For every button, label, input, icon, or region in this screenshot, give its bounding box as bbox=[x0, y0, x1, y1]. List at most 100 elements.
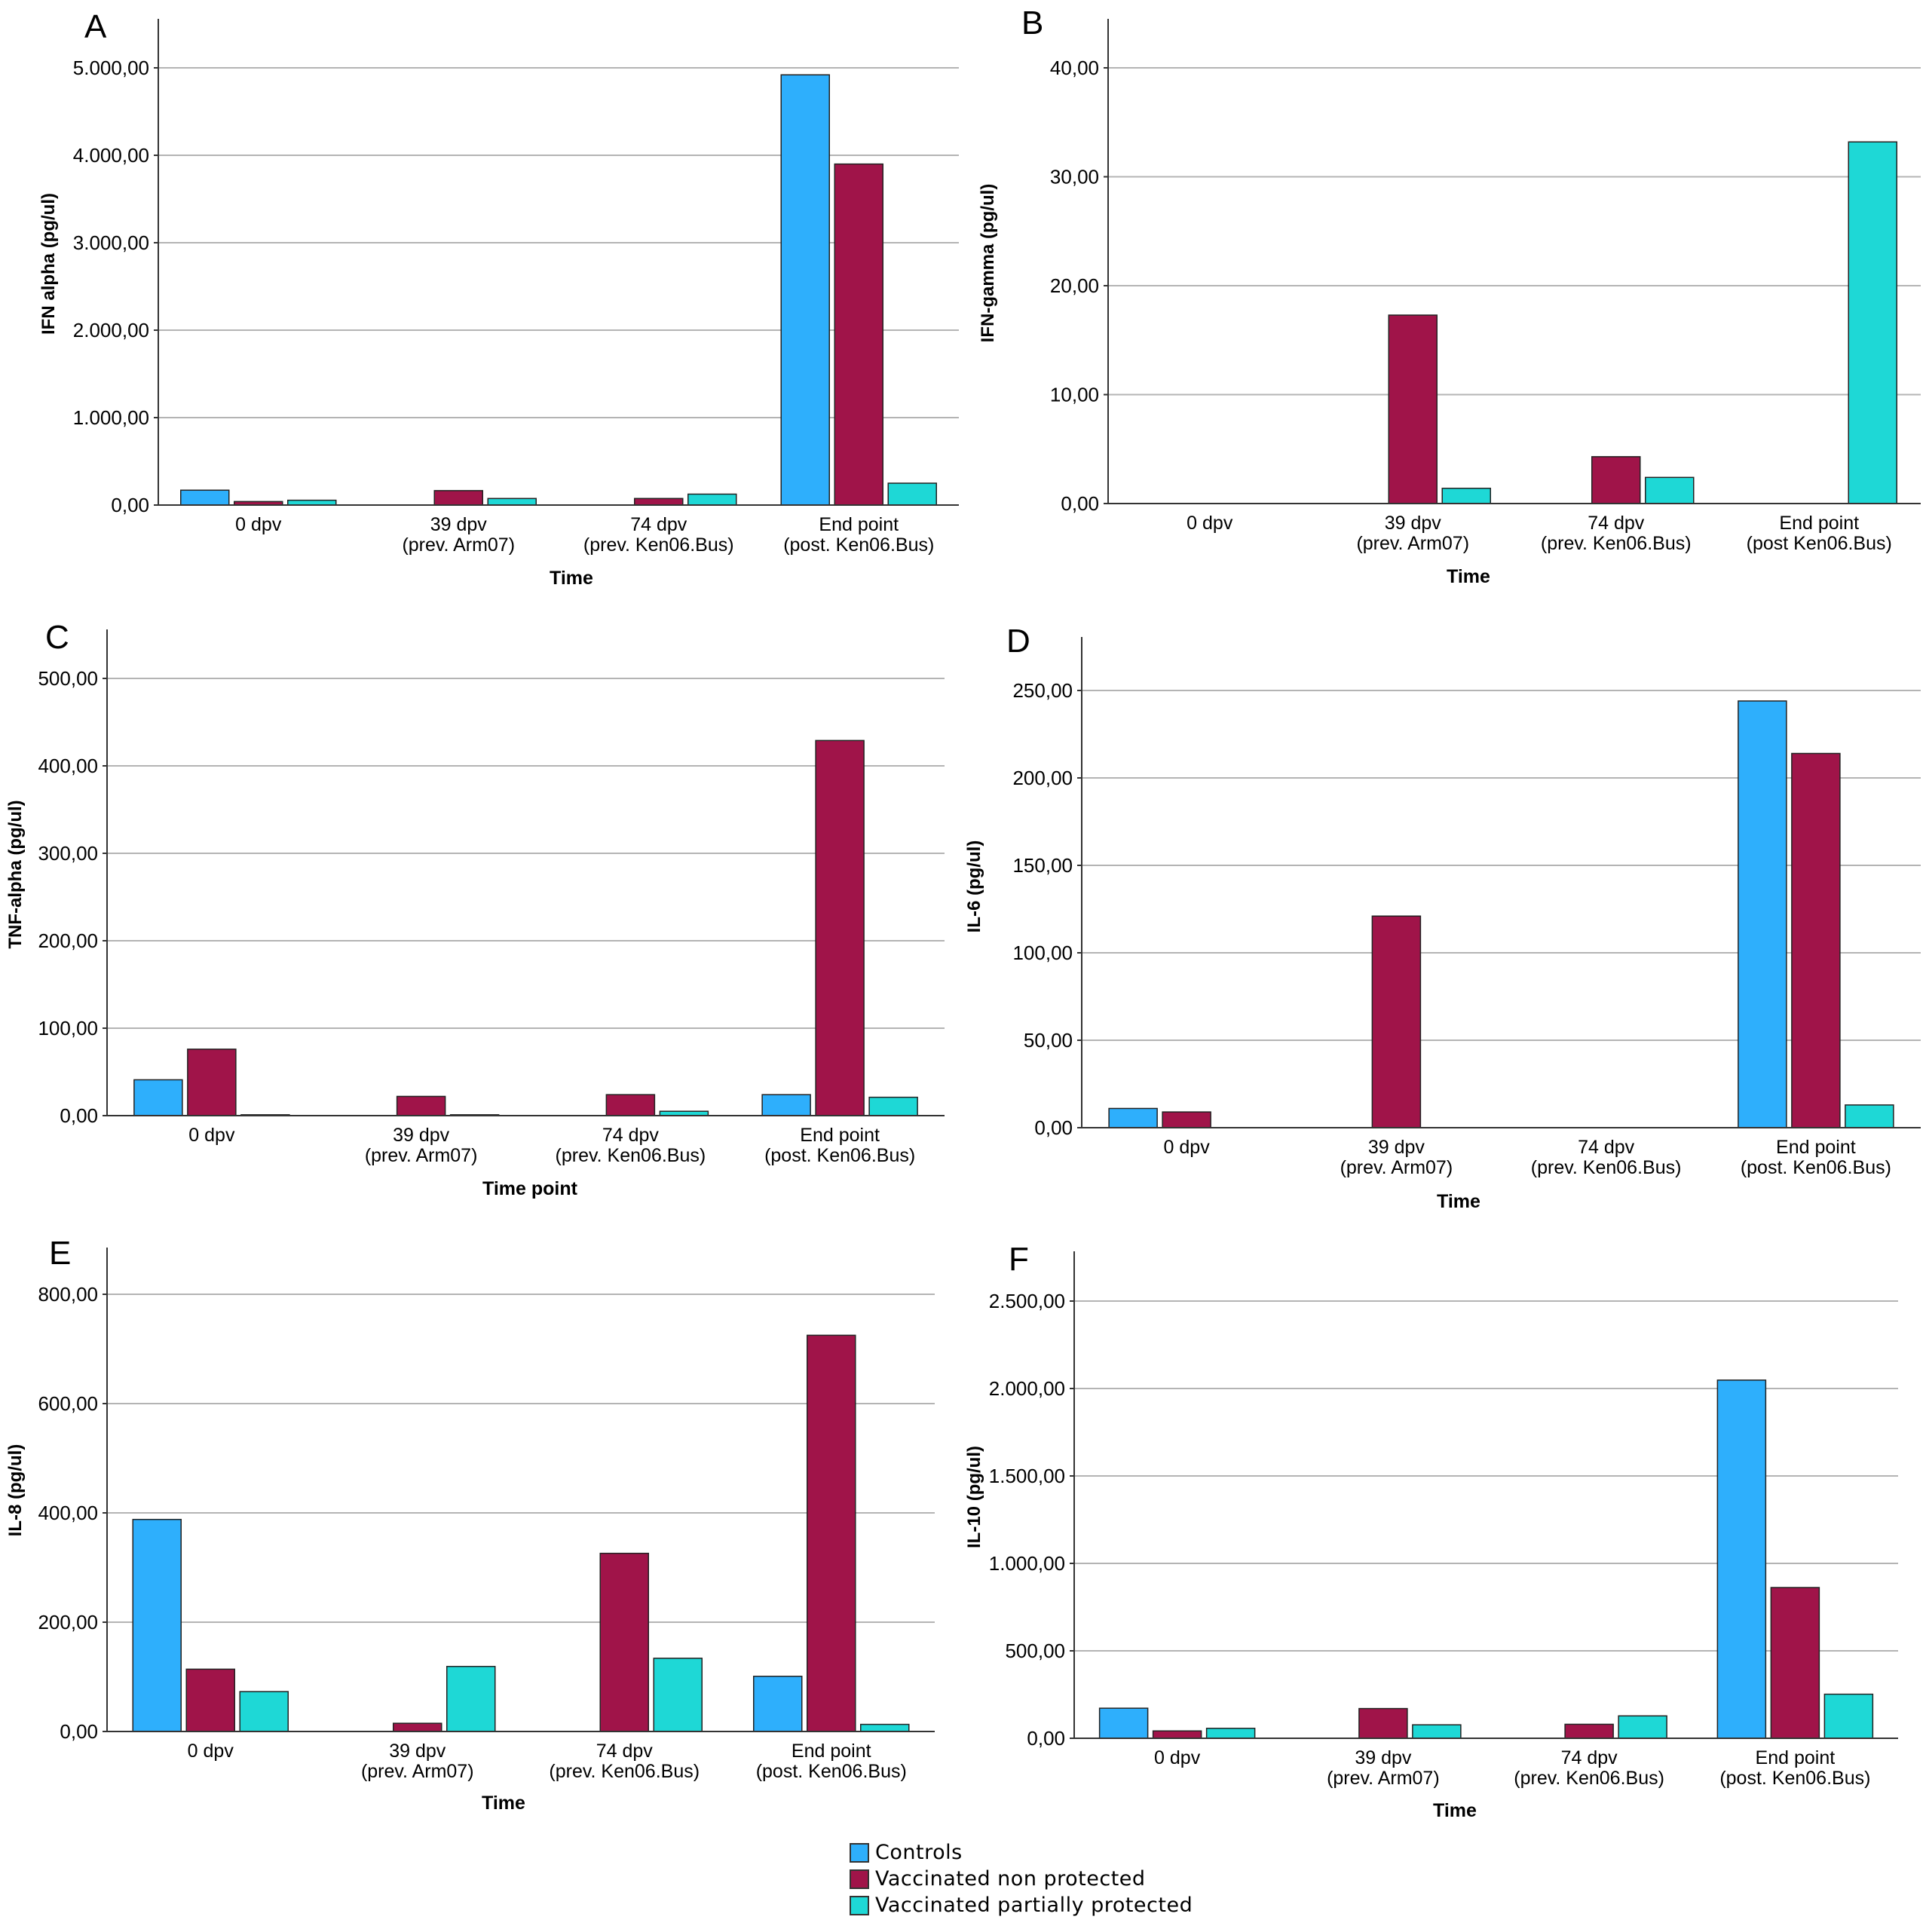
legend-item-partially-protected: Vaccinated partially protected bbox=[850, 1892, 1193, 1918]
x-tick-label: (prev. Arm07) bbox=[365, 1145, 478, 1166]
bar-partially-protected bbox=[487, 498, 537, 506]
x-axis-label: Time bbox=[1447, 566, 1490, 587]
y-tick-label: 500,00 bbox=[1005, 1640, 1065, 1662]
bar-partially-protected bbox=[1205, 1728, 1256, 1739]
y-tick-label: 800,00 bbox=[38, 1283, 98, 1306]
bar-non-protected bbox=[396, 1095, 446, 1116]
bar-partially-protected bbox=[1618, 1715, 1667, 1739]
x-tick-label: 0 dpv bbox=[1154, 1747, 1201, 1768]
y-tick-label: 100,00 bbox=[1012, 942, 1073, 964]
y-tick-label: 2.500,00 bbox=[989, 1290, 1065, 1312]
x-tick-label: End point bbox=[792, 1741, 871, 1762]
y-axis-label: IL-8 (pg/ul) bbox=[5, 1444, 26, 1537]
x-tick-label: (prev. Arm07) bbox=[1327, 1768, 1440, 1789]
chart-svg-a: A 0,00 1.000,00 2.000,00 3.000,00 4.000,00 5.0… bbox=[38, 8, 959, 589]
y-tick-label: 0,00 bbox=[1027, 1727, 1065, 1750]
y-tick-label: 2.000,00 bbox=[989, 1377, 1065, 1400]
chart-svg-d: D 0,00 50,00 100,00 150,00 200,00 250,00 IL-6 (… bbox=[964, 623, 1921, 1212]
panel-label-b: B bbox=[1021, 5, 1043, 41]
x-tick-label: End point bbox=[1776, 1137, 1856, 1158]
chart-panel-a: A 0,00 1.000,00 2.000,00 3.000,00 4.000,00 5.0… bbox=[0, 0, 965, 603]
bar-partially-protected bbox=[1645, 476, 1695, 504]
legend-item-controls: Controls bbox=[850, 1839, 1193, 1866]
legend-label-partially-protected: Vaccinated partially protected bbox=[875, 1894, 1193, 1917]
x-tick-label: End point bbox=[800, 1125, 880, 1146]
legend: Controls Vaccinated non protected Vaccin… bbox=[850, 1839, 1193, 1918]
bar-non-protected bbox=[1162, 1111, 1211, 1128]
y-tick-label: 250,00 bbox=[1012, 679, 1073, 702]
y-tick-label: 30,00 bbox=[1050, 166, 1099, 188]
y-tick-label: 1.000,00 bbox=[989, 1552, 1065, 1575]
bar-non-protected bbox=[1152, 1730, 1202, 1739]
bar-partially-protected bbox=[1412, 1724, 1462, 1739]
x-tick-label: (prev. Ken06.Bus) bbox=[556, 1145, 706, 1166]
chart-panel-c: C 0,00 100,00 200,00 300,00 400,00 500,00 TNF-a… bbox=[0, 611, 965, 1221]
x-tick-label: 39 dpv bbox=[1368, 1137, 1425, 1158]
y-tick-label: 0,00 bbox=[1034, 1116, 1073, 1139]
y-tick-label: 10,00 bbox=[1050, 384, 1099, 406]
bar-partially-protected bbox=[239, 1691, 289, 1732]
bar-non-protected bbox=[599, 1552, 649, 1732]
bar-non-protected bbox=[815, 739, 865, 1116]
chart-panel-d: D 0,00 50,00 100,00 150,00 200,00 250,00 IL-6 (… bbox=[964, 618, 1926, 1221]
bar-non-protected bbox=[1358, 1707, 1408, 1739]
bar-partially-protected bbox=[887, 482, 937, 506]
x-tick-label: 74 dpv bbox=[1588, 513, 1645, 534]
bar-partially-protected bbox=[868, 1096, 918, 1116]
x-tick-label: 74 dpv bbox=[602, 1125, 660, 1146]
x-tick-label: 0 dpv bbox=[1164, 1137, 1211, 1158]
y-tick-label: 100,00 bbox=[38, 1017, 98, 1039]
bar-non-protected bbox=[807, 1334, 856, 1732]
y-tick-label: 200,00 bbox=[38, 929, 98, 952]
x-tick-label: (prev. Ken06.Bus) bbox=[1514, 1768, 1664, 1789]
y-tick-label: 400,00 bbox=[38, 1502, 98, 1524]
x-tick-label: 0 dpv bbox=[188, 1741, 234, 1762]
bar-non-protected bbox=[1591, 456, 1641, 504]
x-axis-label: Time bbox=[1437, 1191, 1480, 1212]
y-tick-label: 3.000,00 bbox=[73, 231, 149, 254]
bar-non-protected bbox=[185, 1668, 235, 1732]
bar-partially-protected bbox=[860, 1723, 910, 1732]
x-tick-label: (post. Ken06.Bus) bbox=[783, 534, 934, 556]
x-tick-label: (prev. Ken06.Bus) bbox=[583, 534, 734, 556]
x-axis-label: Time point bbox=[482, 1178, 578, 1199]
bar-controls bbox=[180, 489, 230, 506]
x-tick-label: 0 dpv bbox=[1187, 513, 1233, 534]
x-tick-label: (prev. Arm07) bbox=[1340, 1157, 1453, 1178]
x-tick-label: (post Ken06.Bus) bbox=[1747, 533, 1892, 554]
bar-controls bbox=[1716, 1379, 1767, 1739]
y-axis-label: TNF-alpha (pg/ul) bbox=[5, 800, 26, 948]
y-tick-label: 200,00 bbox=[1012, 767, 1073, 789]
x-tick-label: 74 dpv bbox=[1578, 1137, 1635, 1158]
bar-partially-protected bbox=[653, 1658, 703, 1732]
x-tick-label: End point bbox=[1779, 513, 1859, 534]
chart-panel-e: E 0,00 200,00 400,00 600,00 800,00 IL-8 (pg/ul… bbox=[0, 1232, 965, 1836]
bar-controls bbox=[753, 1676, 803, 1732]
chart-svg-e: E 0,00 200,00 400,00 600,00 800,00 IL-8 (pg/ul… bbox=[5, 1235, 935, 1814]
bar-non-protected bbox=[433, 490, 483, 506]
bar-partially-protected bbox=[446, 1665, 496, 1732]
bar-partially-protected bbox=[1845, 1104, 1894, 1128]
x-tick-label: 39 dpv bbox=[389, 1741, 446, 1762]
y-axis-label: IL-10 (pg/ul) bbox=[965, 1446, 984, 1548]
legend-item-non-protected: Vaccinated non protected bbox=[850, 1866, 1193, 1892]
bar-non-protected bbox=[393, 1722, 442, 1732]
bar-non-protected bbox=[1564, 1723, 1614, 1739]
x-tick-label: (post. Ken06.Bus) bbox=[764, 1145, 915, 1166]
panel-label-e: E bbox=[49, 1235, 71, 1272]
x-tick-label: 0 dpv bbox=[188, 1125, 235, 1146]
legend-swatch-non-protected bbox=[850, 1869, 869, 1889]
y-tick-label: 20,00 bbox=[1050, 274, 1099, 297]
panel-label-f: F bbox=[1009, 1241, 1029, 1278]
x-tick-label: End point bbox=[819, 514, 899, 535]
chart-panel-b: B 0,00 10,00 20,00 30,00 40,00 IFN-gamma (pg/u… bbox=[965, 0, 1926, 603]
x-tick-label: (prev. Arm07) bbox=[402, 534, 515, 556]
x-tick-label: (prev. Arm07) bbox=[1356, 533, 1469, 554]
legend-label-controls: Controls bbox=[875, 1841, 963, 1864]
chart-panel-f: F 0,00 500,00 1.000,00 1.500,00 2.000,00 2.500… bbox=[964, 1236, 1926, 1839]
y-tick-label: 200,00 bbox=[38, 1611, 98, 1633]
x-tick-label: (post. Ken06.Bus) bbox=[756, 1761, 907, 1782]
x-tick-label: 39 dpv bbox=[430, 514, 488, 535]
bar-controls bbox=[761, 1094, 811, 1116]
x-tick-label: (post. Ken06.Bus) bbox=[1719, 1768, 1870, 1789]
